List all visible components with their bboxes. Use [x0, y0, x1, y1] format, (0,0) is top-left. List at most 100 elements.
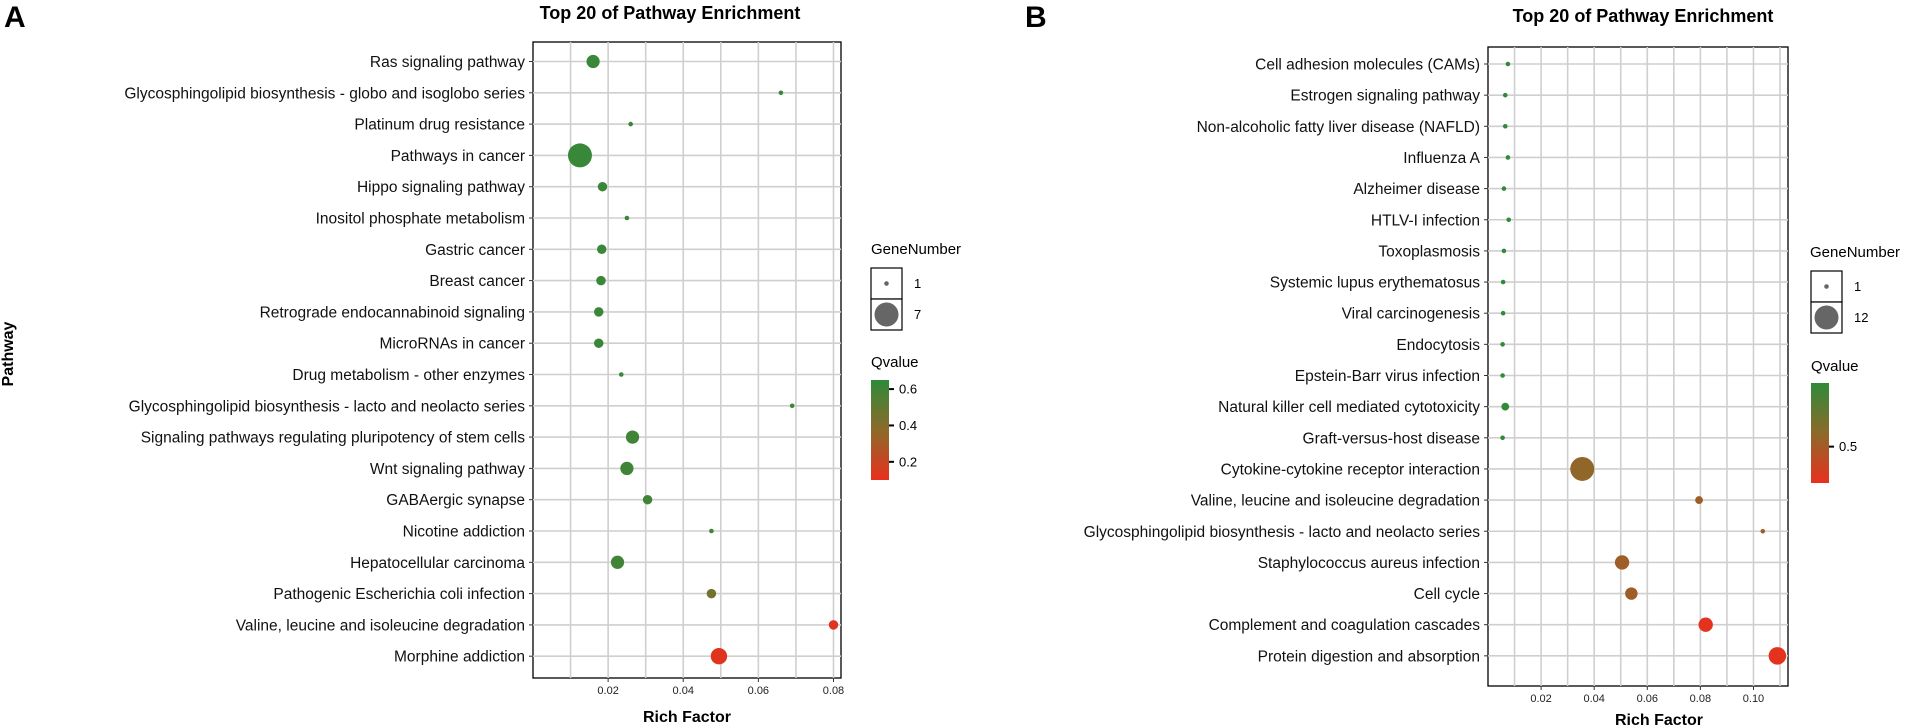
data-point [1570, 456, 1595, 481]
data-point [1505, 61, 1511, 67]
data-point [828, 620, 839, 630]
color-bar-tick-label: 0.6 [899, 382, 917, 397]
panel-a: A Top 20 of Pathway Enrichment Pathway R… [0, 1, 961, 726]
y-tick-label: Graft-versus-host disease [1303, 430, 1480, 447]
y-tick-label: Cytokine-cytokine receptor interaction [1221, 461, 1480, 478]
y-tick-label: Cell adhesion molecules (CAMs) [1255, 57, 1480, 74]
panel-b-gridlines [1488, 47, 1788, 686]
y-tick-label: Non-alcoholic fatty liver disease (NAFLD… [1197, 119, 1480, 136]
y-tick-label: Endocytosis [1396, 337, 1480, 354]
y-tick-label: Hippo signaling pathway [357, 179, 525, 196]
data-point [1760, 528, 1766, 534]
x-tick-label: 0.08 [823, 685, 844, 697]
panel-letter-a: A [4, 1, 26, 34]
data-point [593, 307, 604, 317]
y-tick-label: Natural killer cell mediated cytotoxicit… [1218, 399, 1480, 416]
panel-b-x-axis-title: Rich Factor [1615, 712, 1703, 727]
data-point [1500, 279, 1506, 285]
y-tick-label: MicroRNAs in cancer [379, 336, 525, 353]
data-point [593, 338, 604, 348]
panel-b-x-ticks: 0.02 0.04 0.06 0.08 0.10 [1530, 686, 1764, 705]
y-tick-label: Alzheimer disease [1353, 181, 1480, 198]
panel-b-size-legend-dot-small [1824, 284, 1829, 289]
data-point [706, 588, 717, 599]
y-tick-label: Ras signaling pathway [370, 54, 525, 71]
y-tick-label: Toxoplasmosis [1378, 243, 1480, 260]
data-point [618, 372, 624, 377]
panel-a-title: Top 20 of Pathway Enrichment [540, 3, 801, 23]
panel-a-x-axis-title: Rich Factor [643, 709, 731, 726]
data-point [596, 244, 607, 255]
y-tick-label: Valine, leucine and isoleucine degradati… [1191, 493, 1480, 510]
panel-b-size-legend-label-2: 12 [1854, 310, 1868, 325]
y-tick-label: Glycosphingolipid biosynthesis - globo a… [124, 85, 525, 102]
data-point [628, 121, 633, 127]
data-point [596, 275, 606, 286]
data-point [1768, 647, 1787, 665]
data-point [1501, 402, 1510, 411]
data-point [610, 555, 625, 569]
y-tick-label: Gastric cancer [425, 242, 525, 259]
panel-a-color-bar [871, 380, 889, 480]
y-tick-label: Influenza A [1403, 150, 1480, 167]
y-tick-label: Systemic lupus erythematosus [1270, 275, 1480, 292]
y-tick-label: Glycosphingolipid biosynthesis - lacto a… [1084, 524, 1481, 541]
y-tick-label: GABAergic synapse [386, 492, 525, 509]
data-point [1614, 555, 1630, 570]
data-point [625, 430, 640, 444]
data-point [1695, 496, 1703, 505]
data-point [624, 215, 630, 221]
y-tick-label: Morphine addiction [394, 649, 525, 666]
panel-b-size-legend-dot-large [1814, 305, 1839, 330]
data-point [1502, 92, 1508, 98]
y-tick-label: HTLV-I infection [1371, 212, 1480, 229]
y-tick-label: Drug metabolism - other enzymes [292, 367, 525, 384]
panel-b-title: Top 20 of Pathway Enrichment [1513, 6, 1774, 26]
data-point [597, 181, 608, 192]
x-tick-label: 0.02 [1530, 693, 1551, 705]
x-tick-label: 0.06 [748, 685, 769, 697]
panel-a-size-legend-label-1: 1 [914, 276, 921, 291]
y-tick-label: Cell cycle [1414, 586, 1480, 603]
color-bar-tick-label: 0.5 [1839, 439, 1857, 454]
data-point [789, 403, 795, 409]
panel-a-color-legend-title: Qvalue [871, 354, 919, 371]
y-tick-label: Inositol phosphate metabolism [316, 211, 525, 228]
data-point [1698, 617, 1713, 632]
data-point [1501, 186, 1507, 191]
data-point [642, 494, 653, 505]
y-tick-label: Valine, leucine and isoleucine degradati… [236, 617, 525, 634]
panel-a-plot-area [532, 41, 842, 679]
panel-a-points [567, 54, 839, 665]
panel-a-x-ticks: 0.02 0.04 0.06 0.08 [597, 678, 844, 697]
color-bar-tick-label: 0.2 [899, 454, 917, 469]
panel-a-size-legend-dot-large [874, 302, 899, 327]
y-tick-label: Nicotine addiction [403, 524, 525, 541]
data-point [567, 143, 592, 168]
y-tick-label: Signaling pathways regulating pluripoten… [141, 430, 526, 447]
panel-b-size-legend-label-1: 1 [1854, 279, 1861, 294]
x-tick-label: 0.08 [1690, 693, 1711, 705]
data-point [710, 648, 728, 665]
y-tick-label: Complement and coagulation cascades [1209, 617, 1481, 634]
data-point [709, 528, 714, 534]
y-tick-label: Wnt signaling pathway [370, 461, 525, 478]
data-point [1506, 217, 1512, 223]
panel-a-size-legend-dot-small [884, 281, 889, 286]
y-tick-label: Epstein-Barr virus infection [1295, 368, 1480, 385]
data-point [778, 90, 784, 96]
data-point [620, 461, 634, 476]
y-tick-label: Hepatocellular carcinoma [350, 555, 525, 572]
panel-b-color-bar-ticks: 0.5 [1829, 439, 1857, 454]
data-point [1500, 310, 1506, 316]
y-tick-label: Staphylococcus aureus infection [1258, 555, 1480, 572]
y-tick-label: Estrogen signaling pathway [1290, 88, 1480, 105]
y-tick-label: Protein digestion and absorption [1258, 648, 1480, 665]
panel-a-gridlines [533, 42, 841, 678]
data-point [586, 54, 600, 69]
data-point [1501, 248, 1507, 254]
color-bar-tick-label: 0.4 [899, 418, 917, 433]
panel-a-size-legend-label-2: 7 [914, 307, 921, 322]
data-point [1625, 587, 1638, 600]
y-tick-label: Breast cancer [429, 273, 525, 290]
